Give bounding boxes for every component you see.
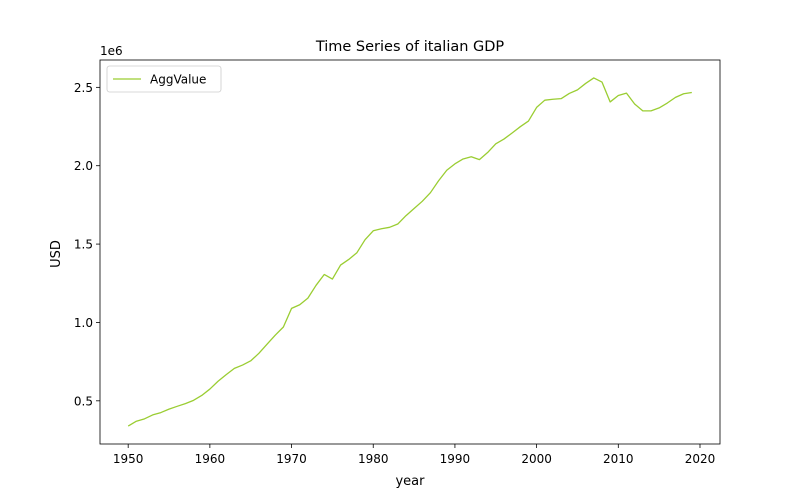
y-tick-label: 2.0 bbox=[74, 159, 93, 173]
y-axis-offset-label: 1e6 bbox=[100, 44, 123, 58]
y-tick-label: 0.5 bbox=[74, 394, 93, 408]
y-tick-label: 2.5 bbox=[74, 81, 93, 95]
x-tick-label: 2000 bbox=[521, 452, 552, 466]
x-tick-label: 1950 bbox=[113, 452, 144, 466]
x-tick-label: 1970 bbox=[276, 452, 307, 466]
legend-label: AggValue bbox=[150, 73, 206, 87]
chart-title: Time Series of italian GDP bbox=[315, 39, 505, 55]
x-tick-label: 1960 bbox=[195, 452, 226, 466]
plot-frame bbox=[99, 59, 721, 445]
x-tick-label: 2020 bbox=[685, 452, 716, 466]
y-tick-label: 1.0 bbox=[74, 316, 93, 330]
legend-box bbox=[106, 65, 222, 93]
y-tick-label: 1.5 bbox=[74, 238, 93, 252]
series-line-aggvalue bbox=[127, 77, 692, 427]
x-tick-label: 1990 bbox=[440, 452, 471, 466]
y-axis-label: USD bbox=[49, 240, 64, 268]
x-tick-label: 1980 bbox=[358, 452, 389, 466]
x-axis-label: year bbox=[395, 474, 425, 489]
plot-area: 1950 1960 1970 1980 1990 2000 2010 2020 0.5 1.0 1.… bbox=[74, 59, 721, 466]
x-tick-label: 2010 bbox=[603, 452, 634, 466]
